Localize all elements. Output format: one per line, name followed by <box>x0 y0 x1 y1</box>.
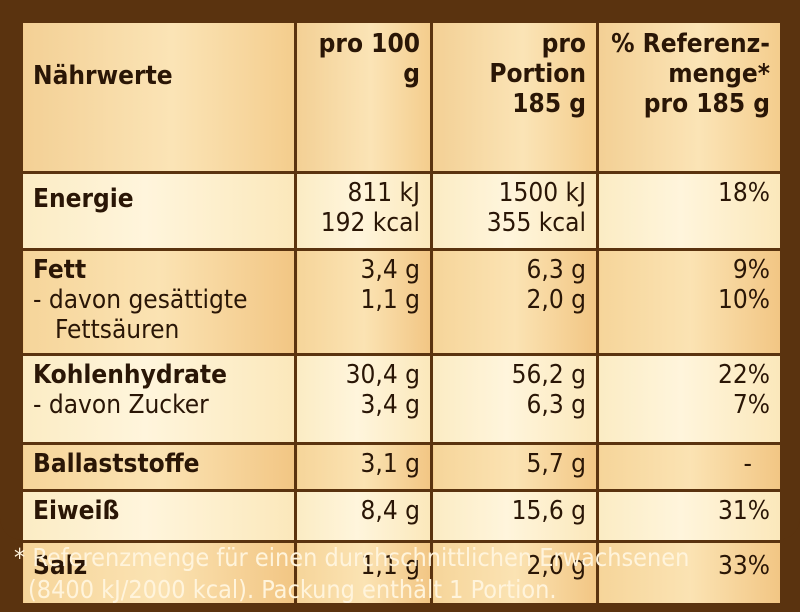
value: 33% <box>718 551 770 581</box>
header-reference: % Referenz- menge* pro 185 g <box>596 20 783 174</box>
per-100g-cell: 30,4 g 3,4 g <box>294 353 433 445</box>
value: 15,6 g <box>511 496 586 526</box>
nutrient-name: Fett <box>33 255 87 285</box>
reference-cell: 18% <box>596 171 783 251</box>
nutrient-name: Energie <box>33 184 134 214</box>
table-row-protein: Eiweiß 8,4 g 15,6 g 31% <box>20 489 783 543</box>
nutrient-name: Kohlenhydrate <box>33 360 227 390</box>
row-label: Energie <box>20 171 297 251</box>
table-row-carbohydrates: Kohlenhydrate - davon Zucker 30,4 g 3,4 … <box>20 353 783 445</box>
header-reference-line2: menge* <box>668 59 770 89</box>
per-100g-cell: 3,4 g 1,1 g <box>294 248 433 356</box>
value: 8,4 g <box>360 496 420 526</box>
table-row-salt: Salz 1,1 g 2,0 g 33% <box>20 540 783 606</box>
value: 30,4 g <box>345 360 420 390</box>
nutrient-subname-cont: Fettsäuren <box>55 315 180 345</box>
row-label: Salz <box>20 540 297 606</box>
per-portion-cell: 56,2 g 6,3 g <box>430 353 599 445</box>
value: 811 kJ <box>347 178 420 208</box>
header-per-100g: pro 100 g <box>294 20 433 174</box>
value: 355 kcal <box>486 208 586 238</box>
value: 1,1 g <box>360 551 420 581</box>
nutrient-name: Ballaststoffe <box>33 449 200 479</box>
per-portion-cell: 15,6 g <box>430 489 599 543</box>
row-label: Ballaststoffe <box>20 442 297 492</box>
header-reference-line3: pro 185 g <box>643 89 770 119</box>
value: 5,7 g <box>526 449 586 479</box>
value: - <box>743 449 752 479</box>
nutrition-table: Nährwerte pro 100 g pro Portion 185 g % … <box>20 20 783 606</box>
footnote-line2: (8400 kJ/2000 kcal). Packung enthält 1 P… <box>28 575 557 604</box>
value: 192 kcal <box>320 208 420 238</box>
per-portion-cell: 5,7 g <box>430 442 599 492</box>
value: 18% <box>718 178 770 208</box>
header-reference-line1: % Referenz- <box>611 29 770 59</box>
nutrient-subname: - davon gesättigte <box>33 285 248 315</box>
value: 2,0 g <box>526 551 586 581</box>
per-100g-cell: 1,1 g <box>294 540 433 606</box>
table-row-fat: Fett - davon gesättigte Fettsäuren 3,4 g… <box>20 248 783 356</box>
table-row-fiber: Ballaststoffe 3,1 g 5,7 g - <box>20 442 783 492</box>
value: 22% <box>718 360 770 390</box>
nutrient-name: Salz <box>33 551 88 581</box>
reference-cell: 9% 10% <box>596 248 783 356</box>
nutrient-subname: - davon Zucker <box>33 390 209 420</box>
header-per-portion-line2: 185 g <box>512 89 586 119</box>
reference-cell: 22% 7% <box>596 353 783 445</box>
value: 9% <box>732 255 770 285</box>
value: 31% <box>718 496 770 526</box>
value: 1,1 g <box>360 285 420 315</box>
header-per-portion-line1: pro Portion <box>489 29 586 89</box>
reference-cell: 33% <box>596 540 783 606</box>
table-header-row: Nährwerte pro 100 g pro Portion 185 g % … <box>20 20 783 174</box>
per-100g-cell: 8,4 g <box>294 489 433 543</box>
value: 56,2 g <box>511 360 586 390</box>
per-portion-cell: 1500 kJ 355 kcal <box>430 171 599 251</box>
value: 7% <box>732 390 770 420</box>
reference-cell: 31% <box>596 489 783 543</box>
footnote: * Referenzmenge für einen durchschnittli… <box>14 542 794 606</box>
per-100g-cell: 811 kJ 192 kcal <box>294 171 433 251</box>
header-per-portion: pro Portion 185 g <box>430 20 599 174</box>
value: 10% <box>718 285 770 315</box>
nutrient-name: Eiweiß <box>33 496 120 526</box>
footnote-line1: * Referenzmenge für einen durchschnittli… <box>14 543 690 572</box>
value: 3,4 g <box>360 255 420 285</box>
value: 3,1 g <box>360 449 420 479</box>
row-label: Kohlenhydrate - davon Zucker <box>20 353 297 445</box>
row-label: Eiweiß <box>20 489 297 543</box>
reference-cell: - <box>596 442 783 492</box>
value: 6,3 g <box>526 255 586 285</box>
header-per-100g-label: pro 100 g <box>318 29 420 89</box>
per-100g-cell: 3,1 g <box>294 442 433 492</box>
value: 3,4 g <box>360 390 420 420</box>
per-portion-cell: 2,0 g <box>430 540 599 606</box>
value: 1500 kJ <box>498 178 586 208</box>
row-label: Fett - davon gesättigte Fettsäuren <box>20 248 297 356</box>
table-title: Nährwerte <box>20 20 297 174</box>
per-portion-cell: 6,3 g 2,0 g <box>430 248 599 356</box>
value: 2,0 g <box>526 285 586 315</box>
table-row-energy: Energie 811 kJ 192 kcal 1500 kJ 355 kcal… <box>20 171 783 251</box>
value: 6,3 g <box>526 390 586 420</box>
